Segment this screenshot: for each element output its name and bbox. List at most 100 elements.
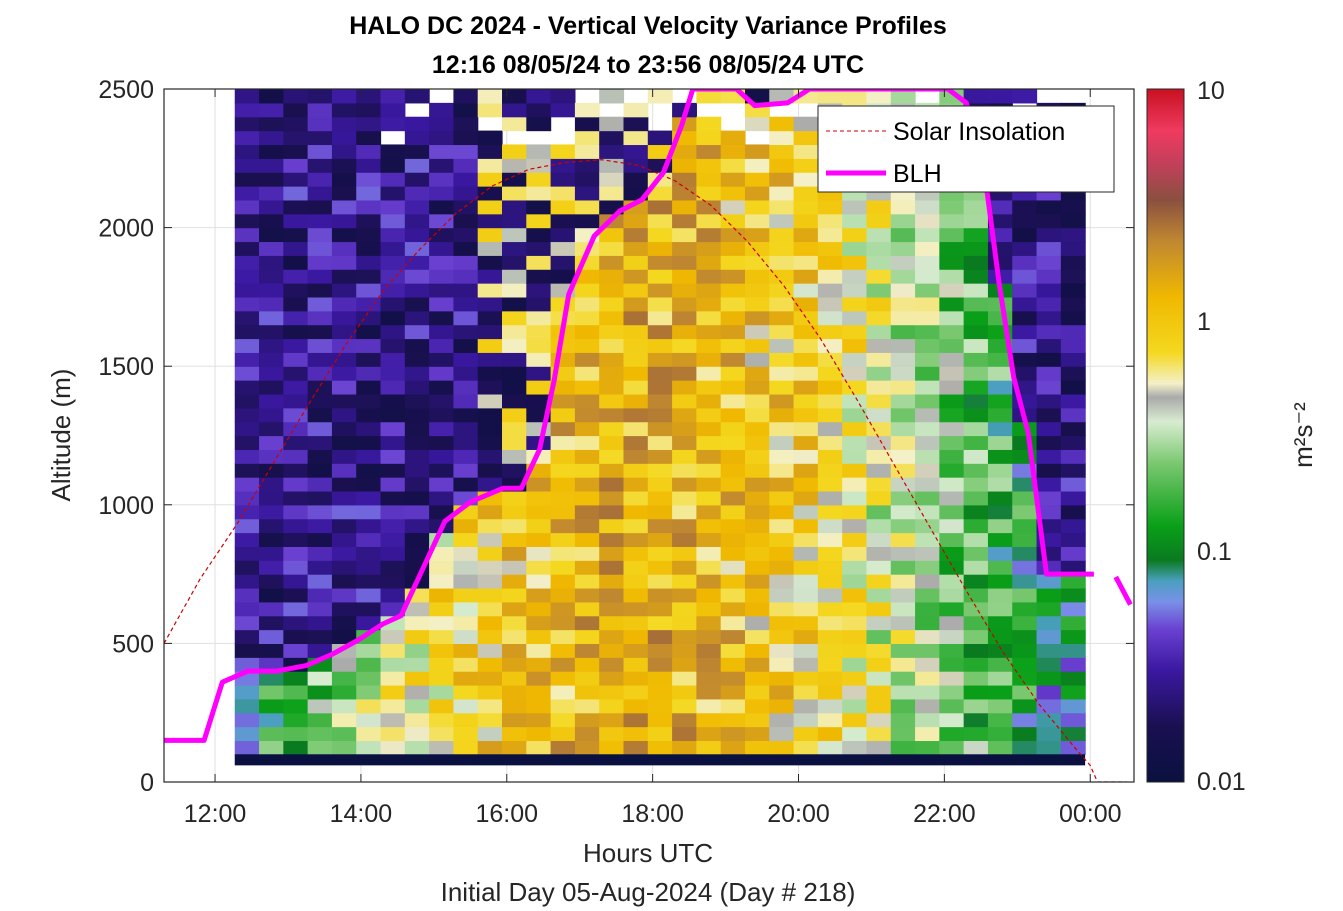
heatmap-cell: [793, 213, 819, 229]
heatmap-cell: [453, 560, 479, 575]
heatmap-cell: [623, 435, 649, 450]
heatmap-cell: [1012, 199, 1038, 215]
heatmap-cell: [404, 421, 430, 437]
colorbar-tick-3: 10: [1197, 77, 1225, 105]
heatmap-cell: [234, 490, 260, 506]
heatmap-cell: [915, 199, 940, 215]
heatmap-cell: [866, 643, 892, 658]
heatmap-cell: [623, 227, 649, 243]
heatmap-cell: [429, 130, 455, 146]
heatmap-cell: [720, 352, 746, 367]
heatmap-cell: [283, 255, 309, 270]
heatmap-cell: [987, 643, 1013, 658]
heatmap-cell: [283, 213, 309, 229]
heatmap-cell: [453, 463, 479, 478]
heatmap-cell: [769, 296, 795, 312]
heatmap-cell: [647, 407, 673, 423]
heatmap-cell: [502, 504, 527, 520]
heatmap-cell: [987, 560, 1013, 575]
heatmap-cell: [234, 269, 260, 284]
heatmap-cell: [696, 449, 722, 464]
heatmap-cell: [259, 560, 284, 575]
heatmap-cell: [404, 449, 430, 464]
heatmap-cell: [793, 366, 819, 381]
heatmap-cell: [574, 684, 600, 700]
heatmap-cell: [817, 199, 843, 215]
heatmap-cell: [817, 421, 843, 437]
heatmap-cell: [842, 574, 868, 589]
heatmap-cell: [259, 227, 284, 243]
heatmap-cell: [842, 393, 868, 409]
heatmap-cell: [769, 324, 795, 340]
heatmap-cell: [1036, 393, 1062, 409]
heatmap-cell: [599, 671, 625, 686]
heatmap-cell: [1012, 393, 1038, 409]
heatmap-cell: [526, 380, 552, 395]
heatmap-cell: [866, 532, 892, 547]
heatmap-cell: [744, 518, 770, 534]
heatmap-cell: [793, 698, 819, 714]
heatmap-cell: [283, 532, 309, 547]
heatmap-cell: [502, 712, 527, 728]
heatmap-cell: [599, 546, 625, 561]
heatmap-cell: [1060, 407, 1086, 423]
heatmap-cell: [380, 615, 406, 631]
heatmap-cell: [550, 629, 576, 644]
heatmap-cell: [647, 435, 673, 450]
heatmap-cell: [842, 712, 868, 728]
heatmap-cell: [283, 518, 309, 534]
heatmap-cell: [793, 435, 819, 450]
heatmap-cell: [477, 338, 503, 353]
heatmap-cell: [744, 366, 770, 381]
heatmap-cell: [744, 213, 770, 229]
heatmap-cell: [331, 587, 357, 603]
heatmap-cell: [769, 671, 795, 686]
heatmap-cell: [915, 366, 940, 381]
heatmap-cell: [502, 546, 527, 561]
heatmap-cell: [404, 657, 430, 672]
heatmap-cell: [283, 671, 309, 686]
heatmap-cell: [696, 213, 722, 229]
heatmap-cell: [647, 380, 673, 395]
heatmap-cell: [890, 407, 916, 423]
heatmap-cell: [963, 740, 989, 755]
heatmap-cell: [526, 601, 552, 617]
heatmap-cell: [647, 130, 673, 146]
heatmap-cell: [574, 532, 600, 547]
heatmap-cell: [769, 657, 795, 672]
heatmap-cell: [234, 504, 260, 520]
heatmap-cell: [647, 199, 673, 215]
heatmap-cell: [331, 477, 357, 492]
heatmap-cell: [720, 172, 746, 187]
heatmap-cell: [720, 338, 746, 353]
heatmap-cell: [817, 504, 843, 520]
x-axis: 12:00 14:00 16:00 18:00 20:00 22:00 00:00: [184, 89, 1122, 828]
y-tick-label: 2500: [98, 76, 154, 104]
heatmap-cell: [574, 560, 600, 575]
heatmap-cell: [963, 449, 989, 464]
heatmap-cell: [404, 629, 430, 644]
heatmap-cell: [866, 740, 892, 755]
heatmap-cell: [720, 393, 746, 409]
heatmap-cell: [623, 213, 649, 229]
heatmap-cell: [502, 144, 527, 159]
heatmap-cell: [623, 241, 649, 256]
heatmap-cell: [404, 490, 430, 506]
heatmap-cell: [1036, 477, 1062, 492]
heatmap-cell: [769, 532, 795, 547]
heatmap-cell: [380, 490, 406, 506]
heatmap-cell: [404, 698, 430, 714]
heatmap-cell: [963, 421, 989, 437]
heatmap-cell: [866, 546, 892, 561]
heatmap-cell: [307, 601, 333, 617]
heatmap-cell: [769, 116, 795, 132]
heatmap-cell: [234, 352, 260, 367]
heatmap-cell: [502, 102, 527, 118]
heatmap-cell: [356, 490, 382, 506]
heatmap-cell: [526, 574, 552, 589]
heatmap-cell: [696, 518, 722, 534]
heatmap-cell: [234, 296, 260, 312]
heatmap-cell: [744, 643, 770, 658]
heatmap-cell: [477, 407, 503, 423]
heatmap-cell: [404, 283, 430, 298]
